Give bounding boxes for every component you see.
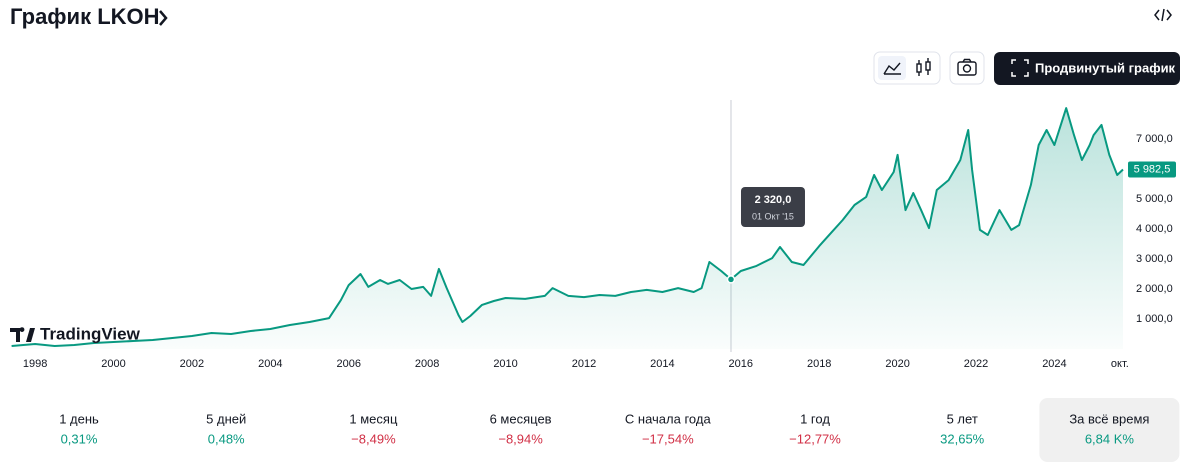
period-cell[interactable]: 1 год −12,77%	[789, 411, 841, 446]
x-tick-label: 2008	[415, 358, 439, 370]
logo: TradingView	[10, 324, 141, 343]
period-label: 1 день	[59, 411, 99, 426]
tooltip-date: 01 Окт '15	[752, 211, 794, 221]
candles-button[interactable]	[916, 58, 931, 76]
logo-text: TradingView	[40, 324, 141, 343]
period-cell[interactable]: 6 месяцев −8,94%	[490, 411, 552, 446]
tooltip-box	[740, 187, 805, 227]
x-tick-label: 2020	[885, 358, 909, 370]
x-tick-label: 2024	[1042, 358, 1066, 370]
y-tick-label: 1 000,0	[1136, 313, 1173, 325]
embed-icon[interactable]	[1154, 8, 1172, 22]
period-value: 0,48%	[208, 431, 245, 446]
period-selected	[1039, 398, 1180, 462]
chart-type-toggle	[873, 51, 941, 85]
x-tick-label: 2012	[572, 358, 596, 370]
y-tick-label: 7 000,0	[1136, 133, 1173, 145]
x-tick-label: 2006	[336, 358, 360, 370]
tooltip-value: 2 320,0	[755, 194, 792, 206]
period-label: За всё время	[1069, 411, 1149, 426]
snapshot-button[interactable]	[949, 51, 985, 85]
y-tick-label: 2 000,0	[1136, 283, 1173, 295]
x-tick-label: 2000	[101, 358, 125, 370]
period-cell[interactable]: 1 месяц −8,49%	[349, 411, 398, 446]
area-fill	[11, 108, 1124, 349]
title-chevron[interactable]	[159, 10, 168, 26]
period-value: 0,31%	[61, 431, 98, 446]
price-line	[11, 107, 1124, 347]
period-label: 6 месяцев	[490, 411, 552, 426]
x-tick-label: 2010	[493, 358, 517, 370]
period-value: 6,84 K%	[1085, 431, 1135, 446]
period-label: 1 месяц	[349, 411, 398, 426]
period-value: −8,94%	[498, 431, 543, 446]
chart: 1998 2000 2002 2004 2006 2008 2010 2012 2014 2016…	[11, 100, 1176, 370]
x-tick-label: 2018	[807, 358, 831, 370]
last-price-box	[1128, 161, 1176, 178]
x-tick-label: 2004	[258, 358, 282, 370]
last-price-label: 5 982,5	[1134, 163, 1171, 175]
period-cell[interactable]: 5 дней 0,48%	[206, 411, 246, 446]
period-value: −17,54%	[642, 431, 694, 446]
period-cell[interactable]: 5 лет 32,65%	[940, 411, 985, 446]
area-icon	[883, 62, 901, 75]
period-label: 1 год	[800, 411, 830, 426]
advanced-chart-label: Продвинутый график	[1035, 60, 1176, 75]
period-label: 5 лет	[947, 411, 978, 426]
period-value: 32,65%	[940, 431, 985, 446]
period-value: −8,49%	[351, 431, 396, 446]
period-cell[interactable]: За всё время 6,84 K%	[1039, 398, 1180, 462]
y-tick-label: 5 000,0	[1136, 193, 1173, 205]
x-tick-label: 2022	[964, 358, 988, 370]
period-value: −12,77%	[789, 431, 841, 446]
period-cell[interactable]: С начала года −17,54%	[625, 411, 712, 446]
x-tick-label: 2014	[650, 358, 674, 370]
x-tick-label: 2016	[729, 358, 753, 370]
x-tick-label: 1998	[23, 358, 47, 370]
title: График LKOH	[10, 4, 160, 29]
y-tick-label: 4 000,0	[1136, 223, 1173, 235]
x-tick-label: окт.	[1111, 358, 1129, 370]
period-cell[interactable]: 1 день 0,31%	[59, 411, 99, 446]
period-label: С начала года	[625, 411, 712, 426]
crosshair-point	[726, 275, 736, 284]
periods: 1 день 0,31% 5 дней 0,48% 1 месяц −8,49% 6 мес…	[59, 398, 1180, 462]
y-tick-label: 3 000,0	[1136, 253, 1173, 265]
advanced-chart-button[interactable]: Продвинутый график	[994, 52, 1180, 85]
period-label: 5 дней	[206, 411, 246, 426]
x-tick-label: 2002	[180, 358, 204, 370]
